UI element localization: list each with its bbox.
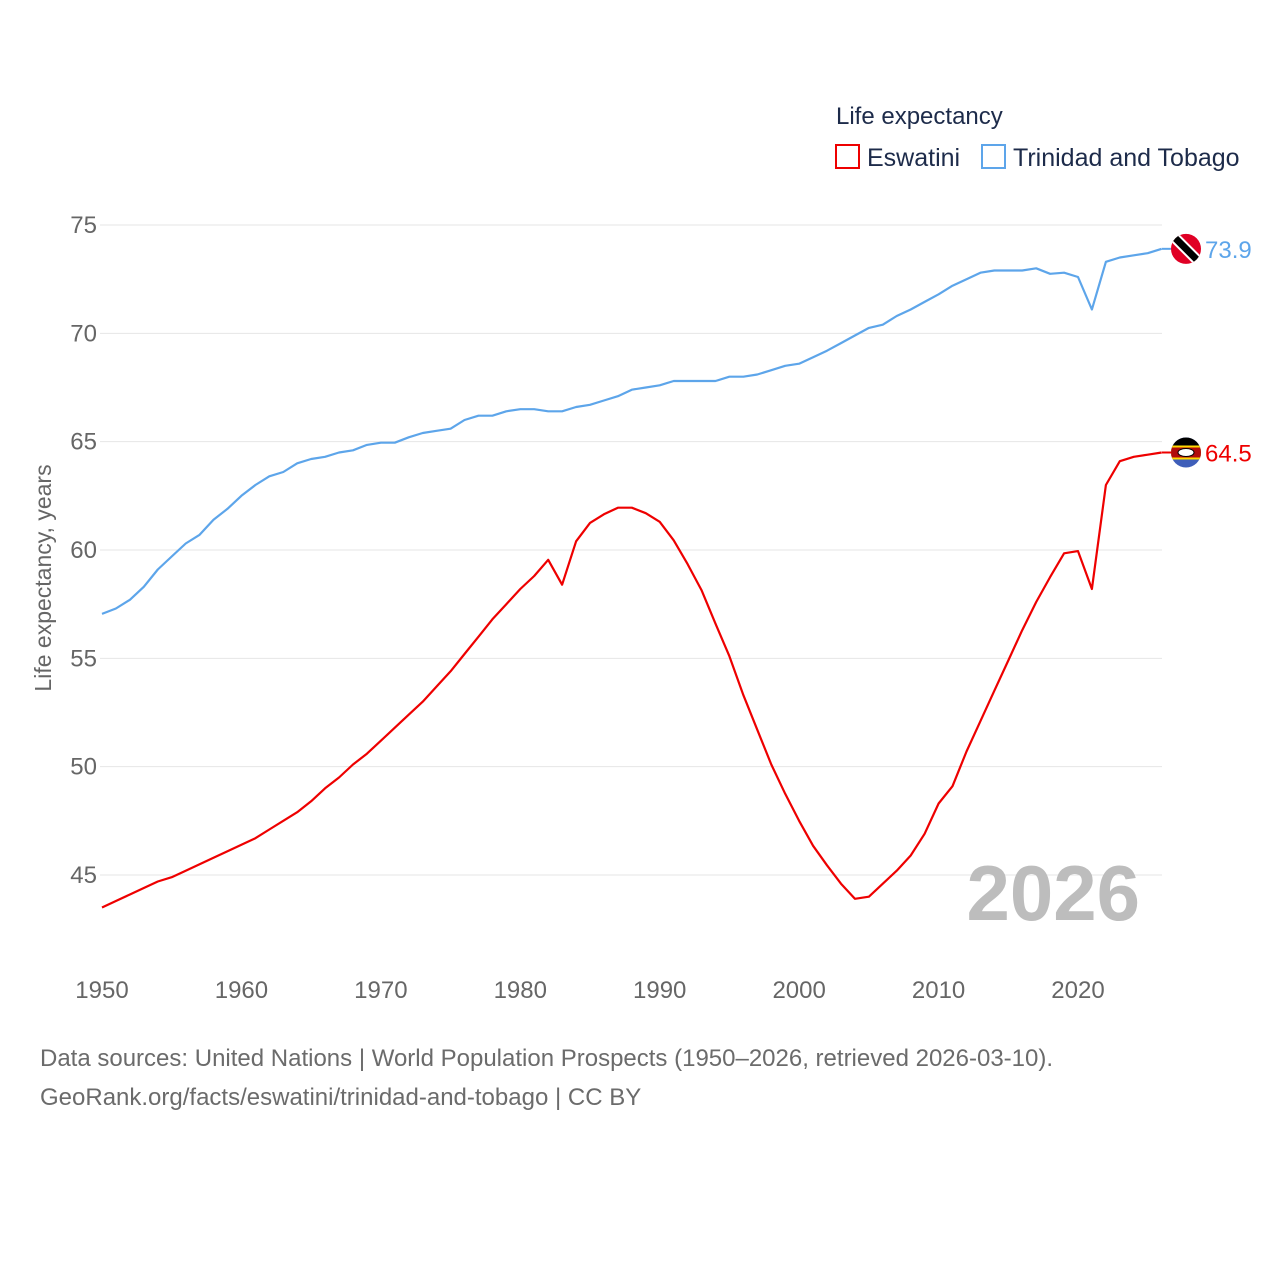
y-tick-label: 50 — [70, 754, 97, 781]
end-labels: 64.5 73.9 — [1162, 233, 1252, 468]
flag-icon-eswatini — [1171, 437, 1201, 468]
flag-icon-trinidad-and-tobago — [1171, 233, 1201, 264]
y-tick-label: 65 — [70, 429, 97, 456]
y-tick-label: 70 — [70, 320, 97, 347]
series-lines — [101, 247, 1163, 909]
attribution-link[interactable]: GeoRank.org/facts/eswatini/trinidad-and-… — [40, 1084, 642, 1111]
end-value-label: 73.9 — [1205, 237, 1252, 264]
x-tick-label: 1990 — [633, 977, 686, 1004]
x-tick-label: 1980 — [494, 977, 547, 1004]
x-axis-ticks: 1950 1960 1970 1980 1990 2000 2010 2020 — [75, 977, 1104, 1004]
legend-swatch — [981, 144, 1006, 169]
data-source-text: Data sources: United Nations | World Pop… — [40, 1045, 1054, 1072]
y-axis-label: Life expectancy, years — [30, 464, 56, 691]
y-tick-label: 75 — [70, 212, 97, 239]
legend-label: Eswatini — [867, 144, 960, 172]
series-line-eswatini — [101, 451, 1162, 909]
x-tick-label: 2000 — [772, 977, 825, 1004]
legend-title: Life expectancy — [836, 103, 1003, 130]
y-tick-label: 60 — [70, 537, 97, 564]
year-watermark: 2026 — [966, 849, 1140, 937]
y-tick-label: 45 — [70, 862, 97, 889]
x-tick-label: 1960 — [215, 977, 268, 1004]
gridlines — [100, 224, 1162, 876]
x-tick-label: 1970 — [354, 977, 407, 1004]
end-value-label: 64.5 — [1205, 441, 1252, 468]
y-axis-ticks: 45 50 55 60 65 70 75 — [70, 212, 97, 889]
legend-item-eswatini[interactable]: Eswatini — [835, 144, 960, 172]
legend-label: Trinidad and Tobago — [1013, 144, 1240, 172]
legend-item-trinidad-and-tobago[interactable]: Trinidad and Tobago — [981, 144, 1240, 172]
legend-swatch — [835, 144, 860, 169]
x-tick-label: 2010 — [912, 977, 965, 1004]
x-tick-label: 2020 — [1051, 977, 1104, 1004]
y-tick-label: 55 — [70, 645, 97, 672]
x-tick-label: 1950 — [75, 977, 128, 1004]
series-line-trinidad-and-tobago — [101, 247, 1163, 615]
